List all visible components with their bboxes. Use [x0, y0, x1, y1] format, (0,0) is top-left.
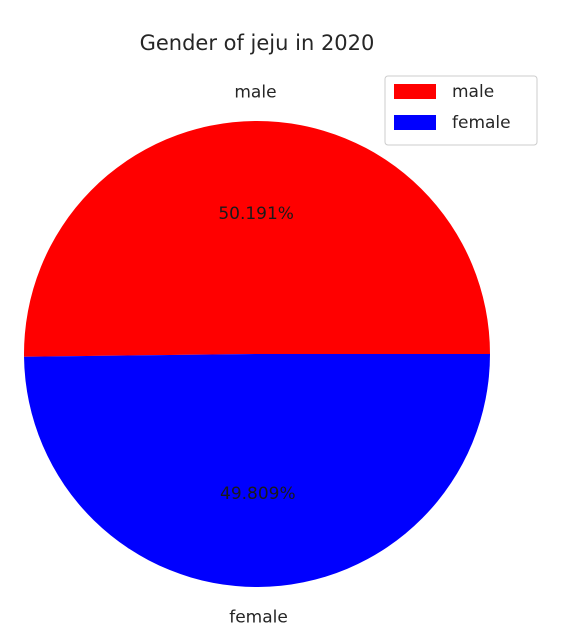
legend-swatch-female [394, 115, 436, 130]
legend-label-male: male [452, 82, 494, 102]
legend: male female [384, 75, 538, 146]
legend-swatch-male [394, 84, 436, 99]
chart-title: Gender of jeju in 2020 [140, 31, 375, 55]
percent-label-male: 50.191% [218, 204, 294, 224]
pie-slice-male [23, 120, 491, 357]
slice-labels: male female [229, 83, 288, 628]
slice-label-male: male [234, 83, 276, 103]
pie-slice-female [24, 354, 490, 587]
slice-label-female: female [229, 607, 288, 627]
percent-label-female: 49.809% [220, 484, 296, 504]
pie-slices [23, 120, 491, 587]
legend-label-female: female [452, 113, 511, 133]
percent-labels: 50.191% 49.809% [218, 204, 295, 504]
